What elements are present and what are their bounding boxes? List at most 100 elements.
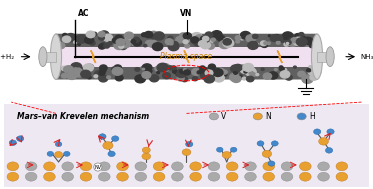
- Circle shape: [114, 42, 124, 50]
- Circle shape: [245, 172, 256, 181]
- Circle shape: [192, 33, 202, 40]
- Circle shape: [119, 44, 124, 48]
- Circle shape: [94, 71, 104, 78]
- Circle shape: [80, 172, 92, 181]
- Circle shape: [243, 64, 254, 71]
- Circle shape: [276, 35, 283, 40]
- Circle shape: [235, 36, 241, 40]
- Circle shape: [223, 38, 232, 45]
- Circle shape: [192, 77, 198, 81]
- Circle shape: [209, 113, 219, 120]
- Circle shape: [318, 162, 329, 171]
- Circle shape: [172, 162, 183, 171]
- Circle shape: [176, 36, 184, 43]
- Circle shape: [142, 68, 145, 70]
- Circle shape: [234, 71, 237, 74]
- Circle shape: [216, 147, 223, 152]
- Circle shape: [116, 39, 125, 46]
- Circle shape: [185, 44, 189, 48]
- Circle shape: [245, 68, 256, 76]
- Circle shape: [132, 44, 135, 46]
- Circle shape: [180, 69, 185, 74]
- Circle shape: [108, 151, 115, 157]
- Circle shape: [284, 69, 286, 71]
- Bar: [56, 34, 317, 47]
- Circle shape: [172, 42, 178, 46]
- Ellipse shape: [39, 47, 47, 67]
- Circle shape: [285, 40, 291, 45]
- Circle shape: [171, 66, 176, 70]
- Circle shape: [153, 162, 165, 171]
- Bar: [317, 52, 330, 62]
- Circle shape: [280, 67, 284, 71]
- Circle shape: [125, 37, 131, 42]
- Circle shape: [319, 138, 329, 145]
- Circle shape: [177, 76, 184, 81]
- Circle shape: [70, 68, 81, 77]
- Circle shape: [114, 65, 122, 71]
- Circle shape: [293, 37, 304, 45]
- Circle shape: [88, 76, 91, 79]
- Circle shape: [208, 162, 220, 171]
- Circle shape: [222, 152, 231, 158]
- Circle shape: [327, 129, 334, 134]
- Circle shape: [145, 40, 153, 46]
- Circle shape: [135, 162, 147, 171]
- Circle shape: [300, 162, 311, 171]
- Circle shape: [226, 162, 238, 171]
- Circle shape: [267, 42, 270, 44]
- Circle shape: [191, 37, 200, 44]
- Circle shape: [268, 72, 278, 79]
- Circle shape: [168, 43, 179, 51]
- Circle shape: [263, 73, 272, 79]
- Circle shape: [186, 141, 193, 147]
- Circle shape: [7, 172, 19, 181]
- Circle shape: [98, 172, 110, 181]
- Text: V: V: [221, 112, 226, 121]
- Circle shape: [284, 43, 289, 46]
- Circle shape: [184, 70, 190, 75]
- Circle shape: [200, 36, 209, 43]
- Circle shape: [304, 41, 311, 46]
- Circle shape: [116, 38, 126, 45]
- Circle shape: [170, 43, 173, 45]
- Circle shape: [278, 36, 286, 42]
- Circle shape: [192, 68, 201, 75]
- Circle shape: [120, 43, 123, 46]
- Circle shape: [148, 40, 157, 47]
- Circle shape: [209, 64, 216, 70]
- Circle shape: [149, 31, 158, 38]
- Circle shape: [62, 172, 73, 181]
- Circle shape: [263, 162, 275, 171]
- Circle shape: [142, 153, 151, 160]
- Circle shape: [223, 73, 227, 76]
- Circle shape: [289, 38, 292, 40]
- Text: N₂+H₂: N₂+H₂: [0, 54, 15, 60]
- Circle shape: [135, 172, 147, 181]
- FancyBboxPatch shape: [0, 101, 373, 189]
- Circle shape: [310, 44, 314, 48]
- Circle shape: [145, 69, 152, 74]
- Circle shape: [214, 68, 225, 76]
- Circle shape: [154, 32, 164, 40]
- Circle shape: [205, 32, 213, 38]
- Circle shape: [117, 172, 128, 181]
- Circle shape: [117, 162, 128, 171]
- Circle shape: [100, 31, 109, 38]
- Circle shape: [308, 69, 316, 75]
- Circle shape: [312, 67, 321, 73]
- Circle shape: [201, 72, 210, 79]
- Circle shape: [213, 69, 223, 77]
- Polygon shape: [91, 50, 96, 63]
- Circle shape: [92, 32, 97, 36]
- Circle shape: [157, 63, 168, 72]
- Circle shape: [120, 41, 125, 45]
- Circle shape: [309, 66, 312, 68]
- Circle shape: [76, 35, 87, 43]
- Circle shape: [251, 73, 256, 76]
- Circle shape: [257, 141, 264, 146]
- Circle shape: [61, 66, 67, 70]
- Circle shape: [76, 69, 79, 71]
- Circle shape: [318, 172, 329, 181]
- Circle shape: [101, 43, 106, 46]
